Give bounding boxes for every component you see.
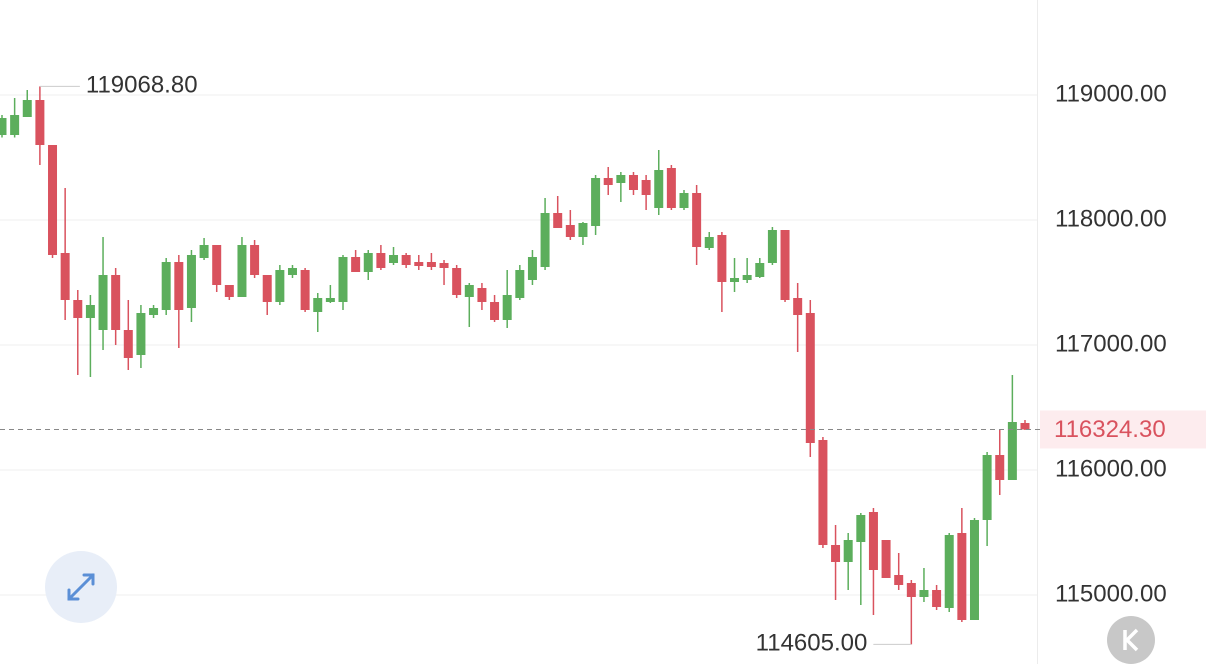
candle-body	[641, 180, 651, 195]
candle-body	[969, 520, 979, 620]
candle-body	[527, 257, 537, 280]
candle-body	[464, 285, 474, 297]
candle-body	[654, 170, 664, 208]
candle-body	[136, 313, 146, 355]
candle-body	[363, 253, 373, 272]
candle-body	[85, 305, 95, 318]
candle-body	[793, 298, 803, 315]
candle-body	[692, 193, 702, 247]
candle-body	[717, 235, 727, 282]
candle-body	[73, 300, 83, 318]
candle-body	[578, 223, 588, 237]
k-button[interactable]	[1107, 616, 1155, 664]
y-tick-label: 116000.00	[1055, 455, 1167, 482]
candle-body	[161, 262, 171, 310]
candle-body	[313, 298, 323, 312]
candle-body	[906, 583, 916, 597]
candle-body	[831, 545, 841, 562]
candle-body	[224, 285, 234, 297]
candle-body	[540, 213, 550, 267]
candle-body	[704, 237, 714, 248]
y-tick-label: 119000.00	[1055, 80, 1167, 107]
candle-body	[502, 295, 512, 320]
candle-body	[338, 257, 348, 302]
candle-body	[98, 275, 108, 330]
candle-body	[1020, 423, 1030, 430]
candle-body	[515, 270, 525, 298]
candle-body	[174, 262, 184, 310]
candle-body	[212, 245, 222, 285]
k-icon[interactable]	[1123, 628, 1139, 652]
candle-body	[957, 533, 967, 620]
expand-icon[interactable]	[67, 573, 95, 601]
candle-body	[881, 540, 891, 578]
candle-body	[275, 270, 285, 302]
candle-body	[679, 193, 689, 208]
candle-body	[149, 308, 159, 315]
candle-body	[300, 270, 310, 310]
candle-body	[553, 213, 563, 228]
k-circle[interactable]	[1107, 616, 1155, 664]
candle-body	[944, 535, 954, 608]
candle-body	[389, 255, 399, 263]
candle-body	[1007, 422, 1017, 480]
candle-body	[351, 257, 361, 272]
y-tick-label: 117000.00	[1055, 330, 1167, 357]
candle-body	[186, 255, 196, 308]
candle-body	[856, 515, 866, 542]
candle-body	[48, 145, 58, 255]
candle-body	[325, 298, 335, 302]
candle-body	[376, 253, 386, 268]
candle-body	[742, 275, 752, 280]
high-marker-label: 119068.80	[86, 72, 198, 99]
candle-body	[628, 175, 638, 190]
candle-body	[868, 512, 878, 570]
low-marker-label: 114605.00	[756, 630, 868, 657]
candle-body	[932, 590, 942, 607]
candle-body	[591, 178, 601, 226]
candle-body	[982, 455, 992, 520]
candle-body	[565, 225, 575, 237]
candle-body	[199, 245, 209, 258]
candle-body	[401, 255, 411, 265]
candle-body	[22, 100, 32, 117]
candle-body	[35, 100, 45, 145]
candle-body	[995, 455, 1005, 480]
candle-body	[490, 302, 500, 320]
candle-body	[60, 253, 70, 300]
candle-body	[755, 263, 765, 277]
candle-body	[111, 275, 121, 330]
candle-body	[805, 313, 815, 443]
candle-body	[843, 540, 853, 562]
candle-body	[919, 590, 929, 597]
last-price-label: 116324.30	[1054, 416, 1166, 443]
candle-body	[767, 230, 777, 263]
candle-body	[10, 115, 20, 135]
y-tick-label: 115000.00	[1055, 580, 1167, 607]
candle-body	[250, 245, 260, 275]
candle-body	[123, 330, 133, 358]
last-price-box	[1040, 410, 1206, 449]
candle-body	[452, 268, 462, 295]
candle-body	[426, 262, 436, 267]
candle-body	[666, 168, 676, 208]
expand-button[interactable]	[45, 551, 117, 623]
candle-body	[439, 263, 449, 268]
y-tick-label: 118000.00	[1055, 205, 1167, 232]
candle-body	[730, 278, 740, 282]
candle-body	[0, 118, 7, 135]
candle-body	[894, 575, 904, 585]
candle-body	[780, 230, 790, 300]
candle-body	[477, 288, 487, 302]
candle-body	[287, 268, 297, 275]
candle-body	[237, 245, 247, 297]
candle-body	[414, 262, 424, 266]
candle-body	[603, 178, 613, 185]
candle-body	[616, 175, 626, 183]
candle-body	[818, 440, 828, 545]
candle-body	[262, 275, 272, 302]
